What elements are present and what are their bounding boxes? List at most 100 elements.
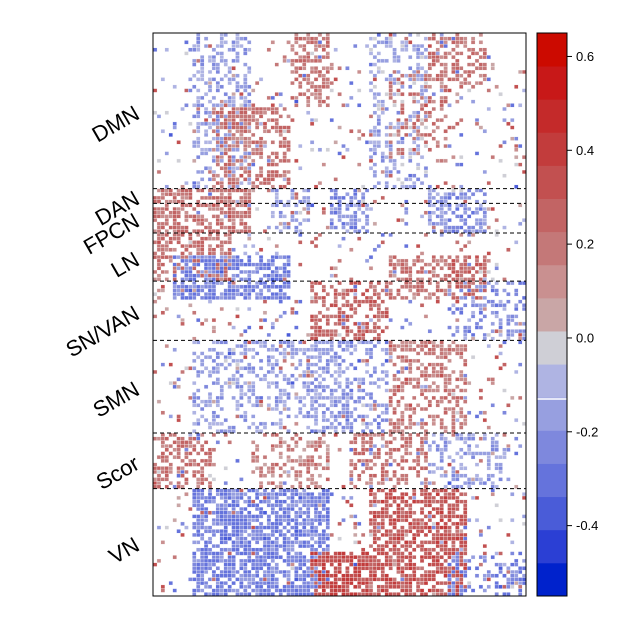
heatmap-cell — [227, 47, 232, 52]
heatmap-cell — [392, 32, 397, 38]
heatmap-cell — [262, 343, 268, 349]
heatmap-cell — [247, 306, 252, 312]
heatmap-cell — [250, 503, 256, 508]
heatmap-cell — [278, 481, 283, 486]
heatmap-cell — [459, 540, 464, 545]
heatmap-cell — [172, 432, 177, 438]
heatmap-cell — [294, 299, 299, 304]
heatmap-cell — [313, 355, 319, 360]
heatmap-cell — [384, 458, 389, 463]
heatmap-cell — [325, 347, 331, 352]
heatmap-cell — [274, 384, 279, 389]
heatmap-cell — [290, 218, 295, 223]
heatmap-cell — [439, 506, 444, 512]
heatmap-cell — [176, 221, 181, 226]
heatmap-cell — [388, 132, 393, 138]
heatmap-cell — [309, 499, 315, 504]
heatmap-cell — [376, 529, 382, 534]
heatmap-cell — [388, 258, 393, 263]
heatmap-cell — [396, 399, 401, 404]
heatmap-cell — [466, 62, 472, 67]
heatmap-cell — [223, 566, 228, 571]
heatmap-cell — [388, 514, 393, 519]
heatmap-cell — [408, 403, 413, 408]
heatmap-cell — [411, 114, 417, 119]
heatmap-cell — [266, 155, 272, 160]
heatmap-cell — [463, 336, 468, 341]
heatmap-cell — [333, 177, 338, 182]
heatmap-cell — [349, 503, 354, 508]
heatmap-cell — [498, 551, 503, 556]
heatmap-cell — [498, 462, 503, 467]
heatmap-cell — [353, 466, 358, 471]
heatmap-cell — [439, 555, 444, 560]
heatmap-cell — [196, 477, 201, 482]
heatmap-cell — [443, 355, 448, 360]
heatmap-cell — [227, 206, 232, 212]
heatmap-cell — [223, 188, 228, 193]
heatmap-cell — [345, 392, 350, 397]
heatmap-cell — [337, 380, 342, 386]
heatmap-cell — [278, 214, 283, 219]
heatmap-cell — [196, 240, 201, 245]
heatmap-cell — [451, 540, 456, 545]
heatmap-cell — [235, 258, 240, 263]
heatmap-cell — [321, 492, 327, 497]
heatmap-cell — [258, 473, 264, 478]
heatmap-cell — [235, 188, 240, 193]
heatmap-cell — [364, 140, 370, 145]
heatmap-cell — [400, 155, 405, 160]
heatmap-cell — [427, 569, 433, 575]
heatmap-cell — [498, 569, 503, 575]
heatmap-cell — [427, 192, 433, 197]
heatmap-cell — [341, 325, 346, 330]
heatmap-cell — [435, 288, 440, 293]
heatmap-cell — [349, 440, 354, 445]
heatmap-cell — [451, 532, 456, 538]
heatmap-cell — [313, 547, 319, 552]
heatmap-cell — [278, 103, 283, 108]
heatmap-cell — [231, 569, 236, 575]
heatmap-cell — [239, 403, 244, 408]
heatmap-cell — [478, 562, 484, 567]
heatmap-cell — [427, 447, 433, 452]
heatmap-cell — [368, 306, 374, 312]
heatmap-cell — [305, 510, 311, 515]
heatmap-cell — [356, 451, 362, 456]
heatmap-cell — [250, 455, 256, 460]
heatmap-cell — [478, 280, 484, 286]
heatmap-cell — [302, 380, 307, 386]
heatmap-cell — [290, 488, 295, 493]
heatmap-cell — [514, 136, 519, 141]
heatmap-cell — [415, 384, 421, 389]
heatmap-cell — [325, 551, 331, 556]
heatmap-cell — [455, 514, 460, 519]
heatmap-cell — [180, 443, 185, 449]
heatmap-cell — [443, 406, 448, 412]
heatmap-cell — [227, 162, 232, 167]
heatmap-cell — [192, 392, 197, 397]
heatmap-cell — [376, 243, 382, 249]
heatmap-cell — [258, 169, 264, 175]
heatmap-cell — [290, 380, 295, 386]
heatmap-cell — [376, 303, 382, 308]
heatmap-cell — [325, 514, 331, 519]
heatmap-cell — [517, 162, 523, 167]
heatmap-cell — [419, 84, 425, 89]
heatmap-cell — [337, 195, 342, 200]
heatmap-cell — [463, 210, 468, 215]
heatmap-cell — [353, 295, 358, 301]
heatmap-cell — [388, 462, 393, 467]
heatmap-cell — [353, 555, 358, 560]
heatmap-cell — [152, 299, 158, 304]
heatmap-cell — [199, 510, 205, 515]
heatmap-cell — [349, 129, 354, 134]
heatmap-cell — [270, 529, 276, 534]
heatmap-cell — [254, 173, 260, 178]
heatmap-cell — [408, 347, 413, 352]
heatmap-cell — [302, 569, 307, 575]
heatmap-cell — [199, 351, 205, 356]
heatmap-cell — [313, 69, 319, 75]
heatmap-cell — [404, 132, 409, 138]
heatmap-cell — [278, 388, 283, 393]
